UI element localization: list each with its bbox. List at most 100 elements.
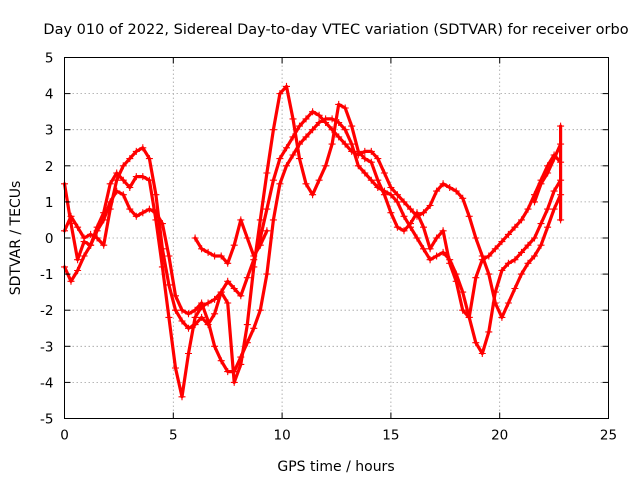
x-tick-label: 15 xyxy=(382,428,399,444)
data-point xyxy=(354,162,362,170)
data-point xyxy=(185,310,192,318)
data-point xyxy=(256,306,264,314)
data-point xyxy=(465,313,473,321)
data-point xyxy=(393,198,401,206)
data-point xyxy=(224,368,232,376)
data-point xyxy=(172,364,179,372)
x-tick-label: 10 xyxy=(274,428,291,444)
data-point xyxy=(446,256,454,264)
series-line-track-2 xyxy=(62,117,563,374)
data-point xyxy=(217,288,225,296)
data-point xyxy=(459,194,467,202)
y-tick-label: -5 xyxy=(40,412,53,428)
data-point xyxy=(119,176,127,184)
data-point xyxy=(407,205,414,213)
data-point xyxy=(472,234,480,242)
data-point xyxy=(524,205,532,213)
data-point xyxy=(459,306,467,314)
data-point xyxy=(139,173,147,181)
data-point xyxy=(504,230,512,238)
data-point xyxy=(211,310,219,318)
data-point xyxy=(302,133,310,141)
data-point xyxy=(243,234,251,242)
data-point xyxy=(158,245,166,253)
data-point xyxy=(518,216,525,224)
data-point xyxy=(361,169,369,177)
data-point xyxy=(341,126,349,134)
data-point xyxy=(550,187,558,195)
data-point xyxy=(341,104,349,112)
data-point xyxy=(459,288,467,296)
data-point xyxy=(191,234,199,242)
data-point xyxy=(433,234,441,242)
data-point xyxy=(537,220,545,228)
data-point xyxy=(544,169,552,177)
data-point xyxy=(263,205,271,213)
data-point xyxy=(315,119,323,126)
data-point xyxy=(354,151,362,159)
data-point xyxy=(491,299,499,307)
data-series xyxy=(61,82,565,401)
data-point xyxy=(387,184,395,191)
x-tick-label: 25 xyxy=(600,428,617,444)
data-point xyxy=(237,353,245,361)
data-point xyxy=(380,169,388,177)
data-point xyxy=(544,223,552,231)
data-point xyxy=(276,180,284,188)
data-point xyxy=(126,184,134,191)
data-point xyxy=(211,295,219,303)
x-tick-label: 0 xyxy=(60,428,69,444)
y-axis-label: SDTVAR / TECUs xyxy=(8,181,24,296)
data-point xyxy=(185,350,192,357)
data-point xyxy=(256,241,264,249)
data-point xyxy=(217,252,225,260)
data-point xyxy=(550,155,558,163)
data-point xyxy=(472,274,480,282)
data-point xyxy=(243,339,251,347)
data-point xyxy=(511,223,519,231)
data-point xyxy=(335,100,343,108)
data-point xyxy=(87,230,95,238)
data-point xyxy=(106,205,114,213)
data-point xyxy=(126,205,134,213)
data-point xyxy=(557,140,565,148)
data-point xyxy=(315,176,323,184)
data-point xyxy=(511,256,519,264)
data-point xyxy=(531,234,538,242)
data-point xyxy=(100,241,108,249)
series-line-track-3 xyxy=(62,110,563,330)
data-point xyxy=(230,241,238,249)
data-point xyxy=(439,248,447,256)
y-tick-label: -2 xyxy=(40,303,53,319)
data-point xyxy=(230,368,238,376)
data-point xyxy=(537,241,545,249)
data-point xyxy=(87,241,95,249)
data-point xyxy=(407,223,414,231)
data-point xyxy=(113,176,121,184)
data-point xyxy=(485,252,493,260)
data-point xyxy=(413,234,421,242)
data-point xyxy=(243,274,251,282)
data-point xyxy=(348,147,356,155)
data-point xyxy=(439,227,447,235)
data-point xyxy=(498,238,506,246)
data-point xyxy=(269,126,277,134)
data-point xyxy=(485,328,493,336)
data-point xyxy=(132,212,140,220)
data-point xyxy=(524,241,532,249)
data-point xyxy=(178,317,186,325)
data-point xyxy=(374,184,382,191)
data-point xyxy=(315,111,323,119)
data-point xyxy=(491,245,499,253)
data-point xyxy=(361,155,369,163)
data-point xyxy=(426,245,434,253)
data-point xyxy=(531,252,538,260)
data-point xyxy=(80,234,88,242)
y-tick-label: 5 xyxy=(45,51,54,67)
data-point xyxy=(217,357,225,365)
x-axis-label: GPS time / hours xyxy=(277,459,394,475)
data-point xyxy=(263,169,271,177)
data-point xyxy=(322,119,330,126)
data-point xyxy=(263,227,271,235)
data-point xyxy=(518,248,525,256)
